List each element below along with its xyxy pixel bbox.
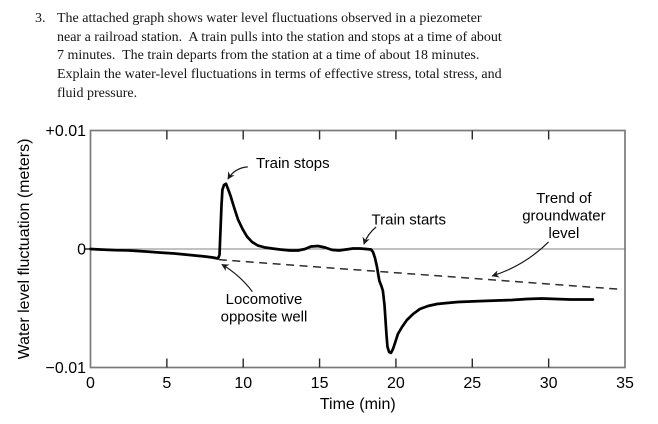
x-tick-label: 5 (162, 375, 171, 392)
annotation-trend-of-groundwater-level-label: level (548, 225, 579, 242)
x-tick-label: 0 (86, 375, 95, 392)
annotation-trend-of-groundwater-level-arrow (491, 241, 550, 278)
annotation-trend-of-groundwater-level-label: Trend of (536, 190, 592, 207)
question-line: 7 minutes. The train departs from the st… (57, 48, 480, 64)
annotation-train-stops-arrow (227, 166, 248, 180)
x-tick-label: 10 (234, 375, 252, 392)
question-number: 3. (35, 11, 46, 26)
annotation-locomotive-opposite-well-label: opposite well (221, 308, 308, 325)
question-line: Explain the water-level fluctuations in … (57, 67, 502, 83)
annotation-locomotive-opposite-well-label: Locomotive (226, 291, 303, 308)
question-text: The attached graph shows water level flu… (57, 10, 502, 104)
x-tick-label: 35 (616, 375, 634, 392)
y-axis-label: Water level fluctuation (meters) (16, 139, 33, 360)
x-tick-label: 20 (387, 375, 405, 392)
x-tick-label: 15 (311, 375, 329, 392)
x-tick-label: 25 (463, 375, 481, 392)
question-line: fluid pressure. (57, 85, 138, 101)
water-level-curve (89, 182, 595, 355)
annotation-train-starts-arrow (362, 226, 377, 245)
annotation-train-starts-label: Train starts (372, 211, 446, 228)
question-line: near a railroad station. A train pulls i… (57, 29, 502, 45)
annotation-trend-of-groundwater-level-label: groundwater (522, 208, 605, 225)
annotation-train-stops-label: Train stops (256, 155, 330, 172)
x-axis-label: Time (min) (320, 396, 396, 413)
question-line: The attached graph shows water level flu… (57, 11, 482, 26)
trend-dashed-line (218, 258, 621, 291)
y-tick-label: −0.01 (46, 360, 87, 377)
x-tick-label: 30 (540, 375, 558, 392)
y-tick-label: +0.01 (46, 124, 87, 140)
y-tick-label: 0 (77, 242, 86, 259)
annotation-locomotive-opposite-well-arrow (221, 263, 253, 293)
